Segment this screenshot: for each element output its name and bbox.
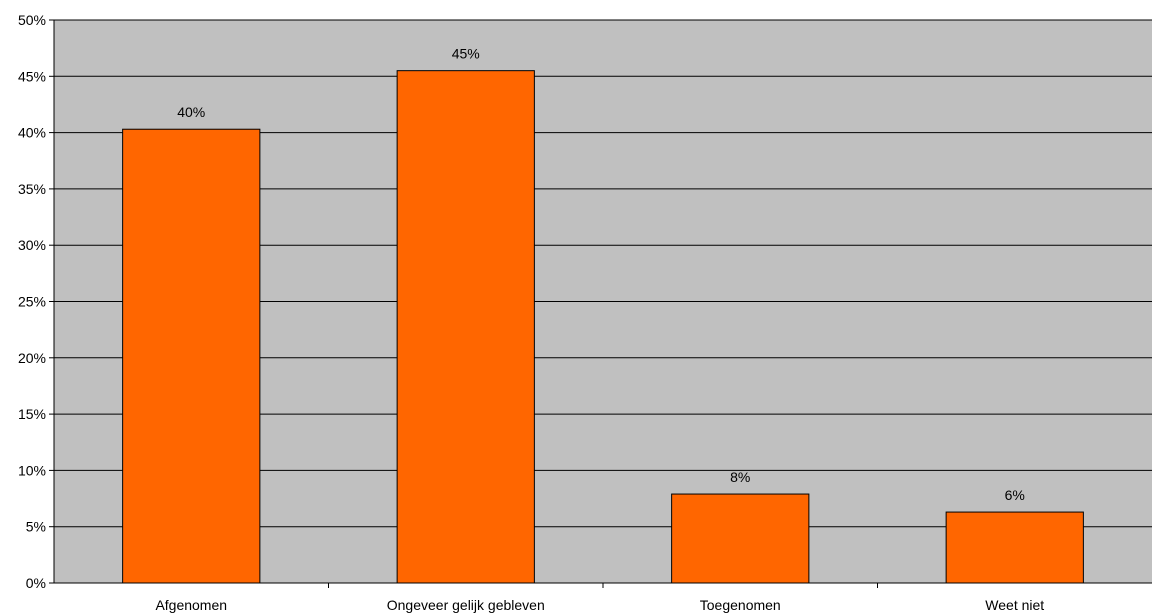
data-label: 6% — [1005, 487, 1025, 503]
bars — [122, 70, 1084, 584]
y-tick-label: 5% — [26, 519, 46, 535]
bar — [671, 493, 810, 584]
y-tick-label: 10% — [18, 462, 46, 478]
x-tick-label: Ongeveer gelijk gebleven — [387, 597, 545, 613]
y-tick-label: 0% — [26, 575, 46, 591]
data-labels: 40% 45% 8% 6% — [177, 46, 1025, 503]
y-tick-label: 45% — [18, 68, 46, 84]
bar — [122, 128, 261, 584]
y-tick-label: 35% — [18, 181, 46, 197]
bar — [396, 70, 535, 584]
bar — [945, 511, 1084, 584]
x-tick-label: Toegenomen — [700, 597, 781, 613]
y-tick-label: 50% — [18, 12, 46, 28]
data-label: 8% — [730, 469, 750, 485]
y-tick-label: 25% — [18, 294, 46, 310]
x-tick-label: Weet niet — [985, 597, 1044, 613]
data-label: 45% — [452, 46, 480, 62]
axes: 0% 5% 10% 15% 20% 25% 30% 35% 40% 45% 50% Afgenomen… — [18, 12, 1152, 613]
x-tick-label: Afgenomen — [155, 597, 227, 613]
y-tick-label: 15% — [18, 406, 46, 422]
data-label: 40% — [177, 104, 205, 120]
y-tick-label: 20% — [18, 350, 46, 366]
y-tick-label: 30% — [18, 237, 46, 253]
y-tick-label: 40% — [18, 125, 46, 141]
